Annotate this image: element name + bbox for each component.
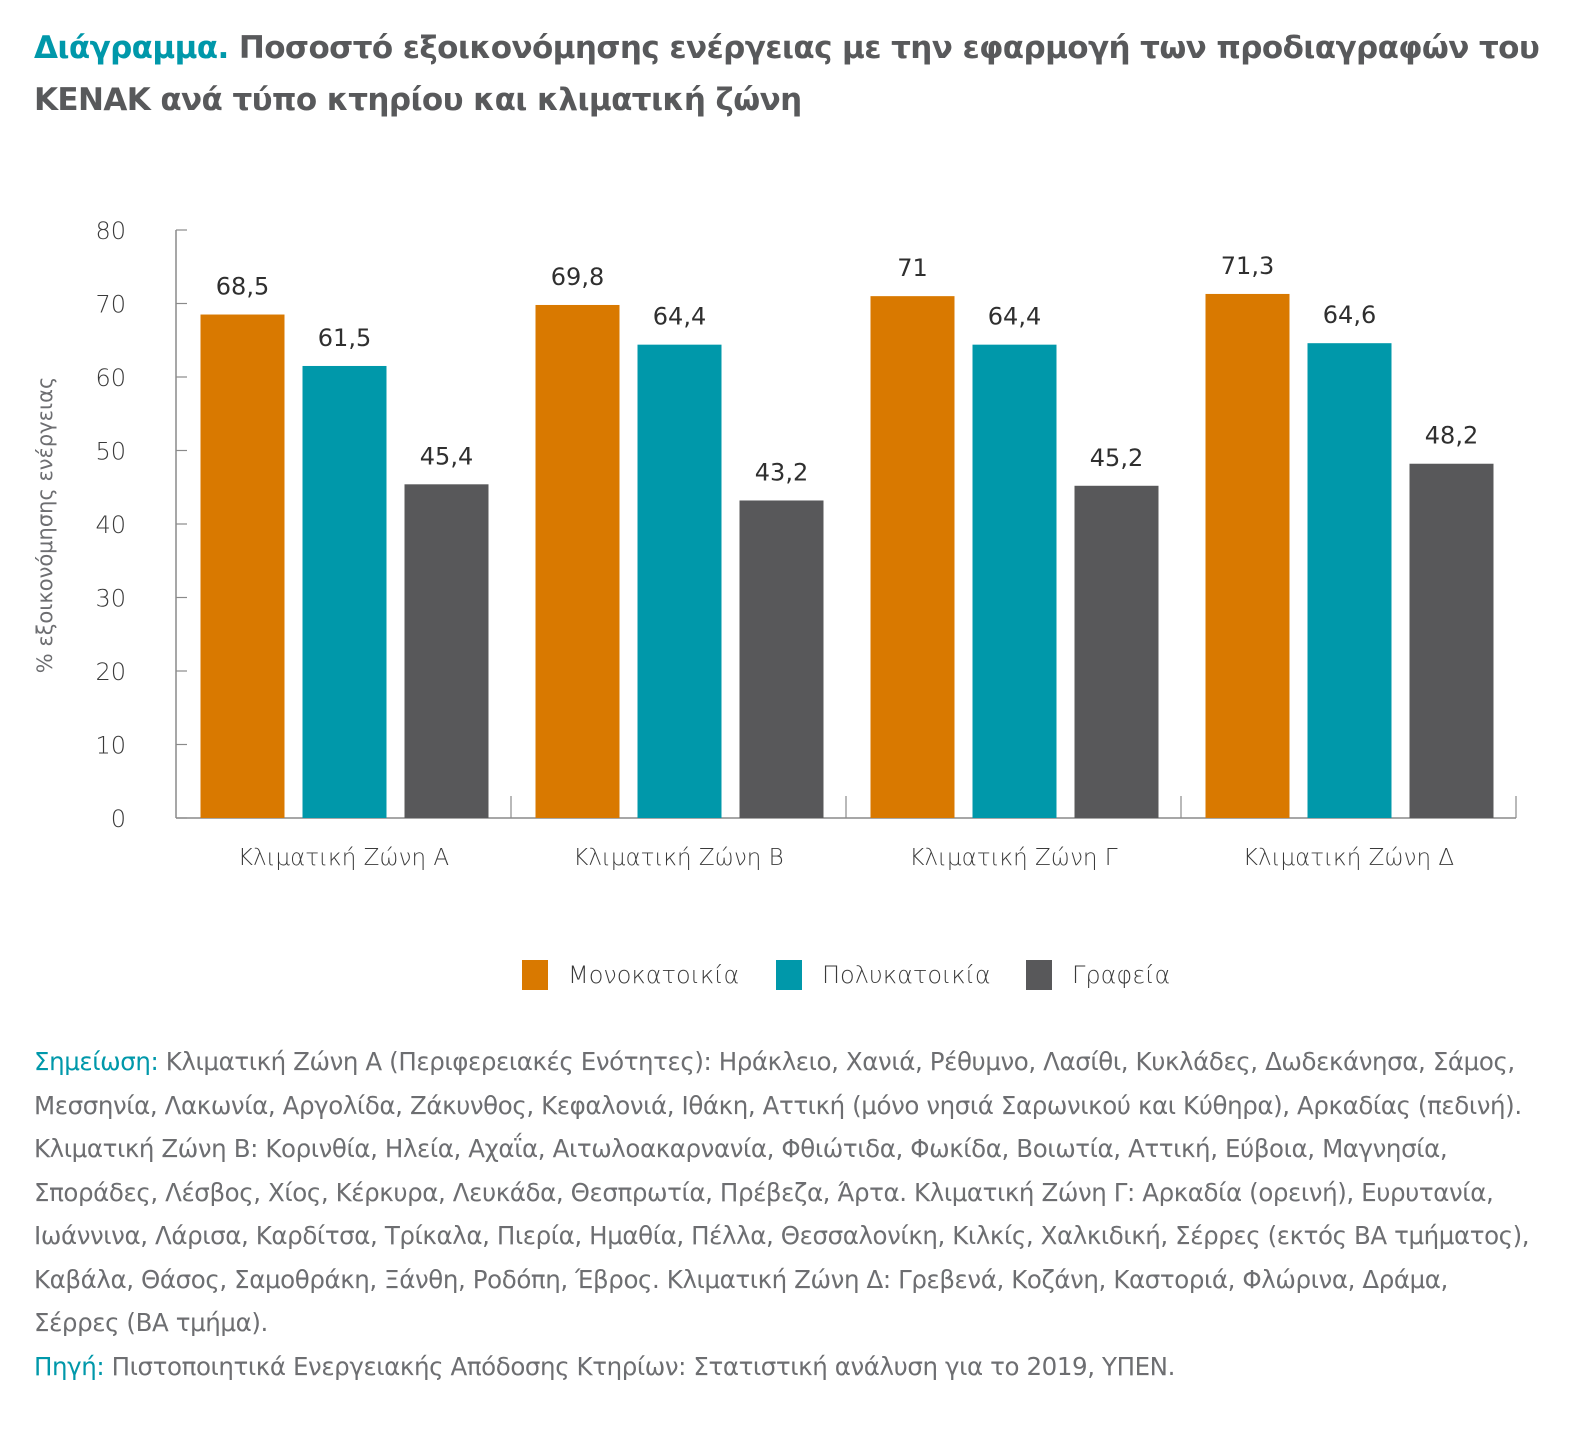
y-tick-label: 0 [111, 805, 126, 833]
y-tick-label: 70 [95, 291, 126, 319]
title-text: Ποσοστό εξοικονόμησης ενέργειας με την ε… [34, 30, 1540, 118]
title-lead: Διάγραμμα. [34, 30, 229, 66]
legend-item-grafeia: Γραφεία [1026, 960, 1170, 990]
bar [972, 344, 1057, 818]
legend-swatch-icon [776, 960, 802, 990]
bar [739, 500, 824, 818]
bar [1074, 485, 1159, 818]
x-axis: Κλιματική Ζώνη Α Κλιματική Ζώνη Β Κλιματικ… [176, 796, 1517, 871]
y-tick-label: 60 [95, 364, 126, 392]
bar [870, 296, 955, 818]
y-tick-label: 20 [95, 658, 126, 686]
legend: Μονοκατοικία Πολυκατοικία Γραφεία [0, 960, 1583, 1000]
x-category-label: Κλιματική Ζώνη Β [573, 845, 784, 871]
bar [637, 344, 722, 818]
y-axis-title: % εξοικονόμησης ενέργειας [33, 377, 57, 674]
source-text: Πιστοποιητικά Ενεργειακής Απόδοσης Κτηρί… [104, 1351, 1176, 1381]
y-tick-label: 30 [95, 585, 126, 613]
y-axis: 0 10 20 30 40 50 60 70 80 [95, 217, 187, 833]
data-label: 64,6 [1323, 301, 1376, 329]
data-label: 71 [897, 254, 928, 282]
bar [302, 365, 387, 818]
legend-item-polykatoikia: Πολυκατοικία [776, 960, 991, 990]
data-label: 45,2 [1090, 444, 1143, 472]
x-category-label: Κλιματική Ζώνη Γ [909, 845, 1117, 871]
chart-title: Διάγραμμα. Ποσοστό εξοικονόμησης ενέργει… [34, 22, 1554, 126]
y-tick-label: 40 [95, 511, 126, 539]
data-label: 43,2 [755, 458, 808, 486]
x-category-label: Κλιματική Ζώνη Δ [1243, 845, 1454, 871]
y-tick-label: 10 [95, 732, 126, 760]
y-tick-label: 80 [95, 217, 126, 245]
bars [200, 293, 1494, 819]
data-labels: 68,5 61,5 45,4 69,8 64,4 43,2 71 64,4 45,2 71,3 64… [216, 252, 1478, 487]
legend-swatch-icon [1026, 960, 1052, 990]
data-label: 68,5 [216, 273, 269, 301]
source-label: Πηγή: [34, 1351, 105, 1381]
bar [535, 304, 620, 819]
legend-label: Γραφεία [1072, 961, 1171, 989]
bar [1307, 343, 1392, 818]
bar [1409, 463, 1494, 818]
data-label: 45,4 [420, 442, 473, 470]
legend-label: Μονοκατοικία [568, 961, 740, 989]
legend-swatch-icon [522, 960, 548, 990]
bar [1205, 293, 1290, 818]
data-label: 61,5 [318, 324, 371, 352]
notes-section: Σημείωση: Κλιματική Ζώνη Α (Περιφερειακέ… [34, 1040, 1534, 1388]
note-label: Σημείωση: [34, 1047, 159, 1076]
legend-label: Πολυκατοικία [822, 961, 991, 989]
data-label: 64,4 [653, 303, 706, 331]
bar [200, 314, 285, 818]
source-paragraph: Πηγή: Πιστοποιητικά Ενεργειακής Απόδοσης… [34, 1345, 1534, 1389]
legend-item-monokatoikia: Μονοκατοικία [522, 960, 739, 990]
data-label: 69,8 [551, 263, 604, 291]
note-text: Κλιματική Ζώνη Α (Περιφερειακές Ενότητες… [34, 1047, 1530, 1337]
data-label: 48,2 [1425, 422, 1478, 450]
note-paragraph: Σημείωση: Κλιματική Ζώνη Α (Περιφερειακέ… [34, 1040, 1534, 1345]
data-label: 64,4 [988, 303, 1041, 331]
data-label: 71,3 [1221, 252, 1274, 280]
x-category-label: Κλιματική Ζώνη Α [238, 845, 449, 871]
bar [404, 484, 489, 818]
y-tick-label: 50 [95, 438, 126, 466]
